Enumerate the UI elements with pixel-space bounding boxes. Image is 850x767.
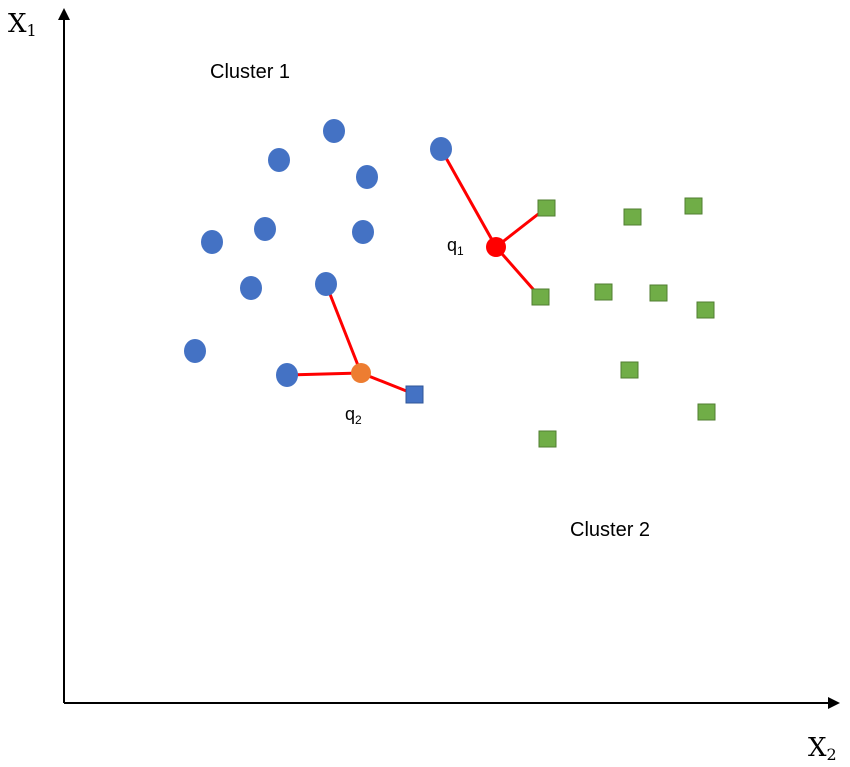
q2-line-to-circle-left: [286, 371, 362, 377]
q2-point: [351, 363, 371, 383]
q1-line-to-circle: [439, 148, 498, 248]
cluster-1-point: [201, 230, 223, 254]
cluster-2-point: [649, 284, 668, 302]
cluster-1-point: [430, 137, 452, 161]
cluster-1-points: [184, 119, 452, 387]
cluster-2-point: [697, 403, 716, 421]
cluster-2-point: [623, 208, 642, 226]
cluster-2-point: [684, 197, 703, 215]
cluster-2-label: Cluster 2: [570, 519, 650, 541]
cluster-1-label: Cluster 1: [210, 61, 290, 83]
q2-line-to-circle-top: [324, 283, 363, 374]
q1-point: [486, 237, 506, 257]
cluster-1-point: [268, 148, 290, 172]
q2-label: q2: [345, 404, 362, 427]
cluster-1-point: [184, 339, 206, 363]
cluster-2-point: [696, 301, 715, 319]
cluster-1-point: [315, 272, 337, 296]
cluster-2-point: [620, 361, 639, 379]
y-axis-title: X1: [8, 9, 37, 40]
cluster-2-point: [531, 288, 550, 306]
cluster-1-point: [254, 217, 276, 241]
cluster-1-point: [240, 276, 262, 300]
cluster-2-point: [594, 283, 613, 301]
cluster-2-point: [537, 199, 556, 217]
cluster-1-point: [323, 119, 345, 143]
cluster-1-point: [276, 363, 298, 387]
q1-label: q1: [447, 235, 464, 258]
q2-neighbor-lines: [286, 283, 415, 396]
cluster-1-point: [356, 165, 378, 189]
cluster-2-points: [531, 197, 716, 448]
q1-neighbor-lines: [439, 148, 547, 298]
blue-square-point: [405, 385, 424, 404]
cluster-2-point: [538, 430, 557, 448]
cluster-1-point: [352, 220, 374, 244]
x-axis-title: X2: [808, 733, 837, 764]
